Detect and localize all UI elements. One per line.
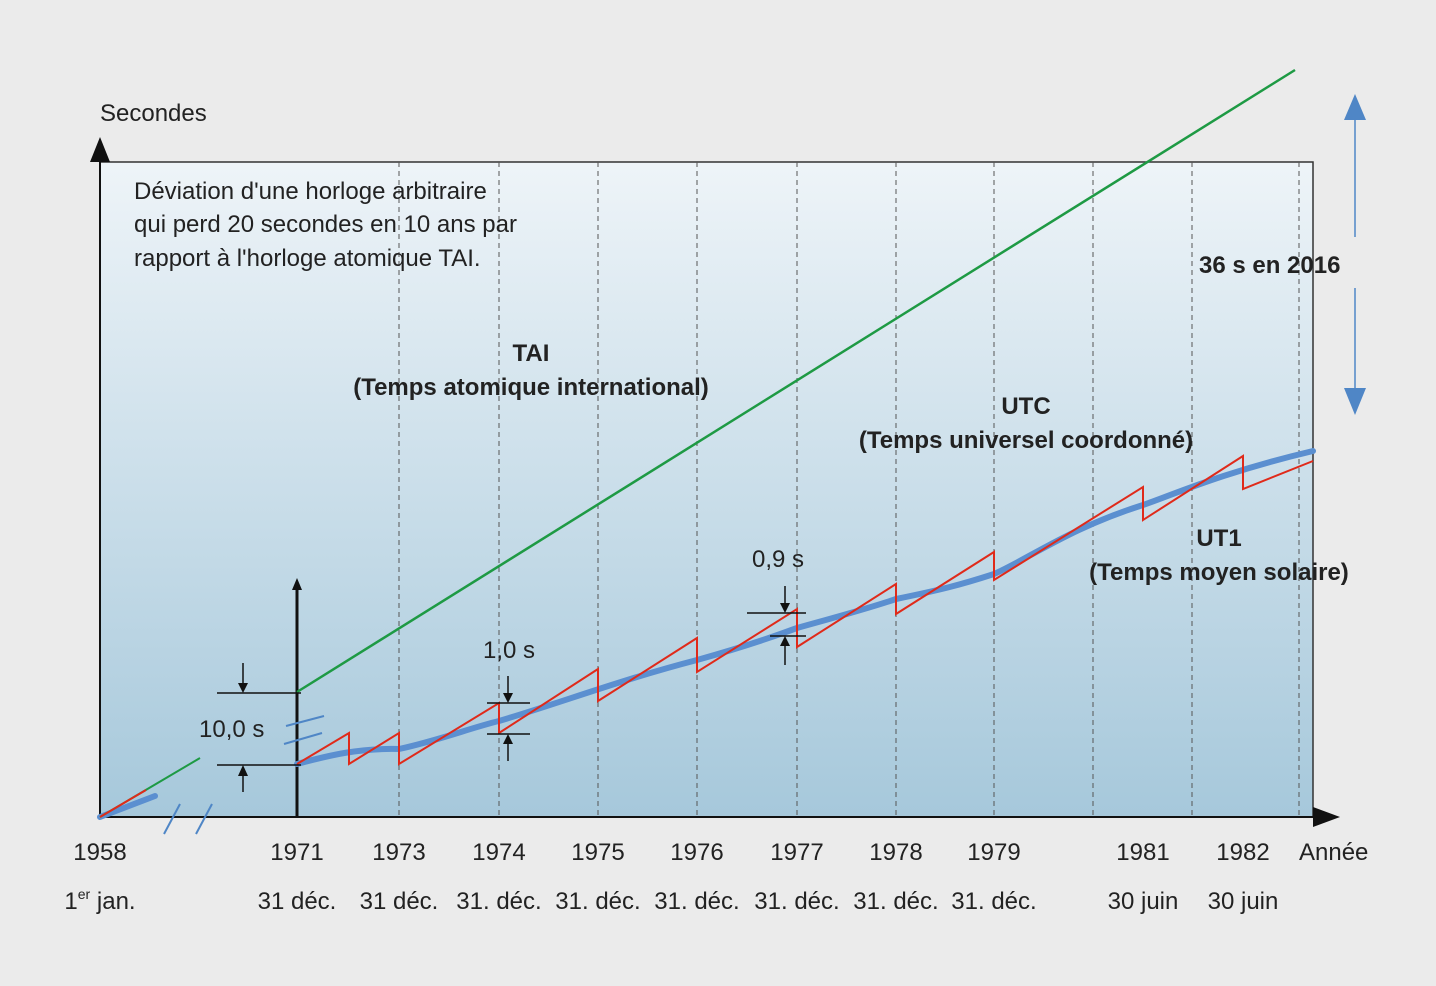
ut1-subtitle: (Temps moyen solaire) [1089,559,1349,586]
offset-label-current: 36 s en 2016 [1199,252,1340,279]
utc-series-line [99,789,147,818]
ut1-series-line [97,793,158,820]
annotation-drift-line-3: rapport à l'horloge atomique TAI. [134,245,481,272]
offset-label-step: 1,0 s [483,637,535,664]
x-tick-label-date: 31 déc. [360,888,439,915]
axis-break-mark [195,803,213,835]
x-tick-label-year: 1973 [372,839,425,866]
arrow-up-icon [503,734,513,744]
x-tick-label-year: 1976 [670,839,723,866]
arrow-up-icon [780,636,790,646]
offset-marker-10s [217,663,301,792]
x-tick-label-year: 1978 [869,839,922,866]
x-tick-label-year: 1982 [1216,839,1269,866]
utc-label: UTC [1001,393,1050,420]
x-tick-label-year: 1975 [571,839,624,866]
utc-subtitle: (Temps universel coordonné) [859,427,1193,454]
x-tick-label-date: 31. déc. [853,888,938,915]
x-tick-label-date: 31. déc. [654,888,739,915]
axis-break-marks [163,715,325,835]
axis-1971-arrow-icon [292,578,302,590]
x-tick-label-date: 31. déc. [951,888,1036,915]
arrow-up-icon [1344,94,1366,120]
plot-area [99,161,1314,818]
tai-subtitle: (Temps atomique international) [353,374,709,401]
utc-series-line [296,454,1314,766]
offset-marker-1s [487,676,530,761]
arrow-down-icon [1344,388,1366,415]
x-tick-labels: 1958 1er jan. 1971 31 déc. 1973 31 déc. 1974 31… [64,839,1278,915]
x-tick-label-year: 1974 [472,839,525,866]
x-tick-label-date: 30 juin [1108,888,1179,915]
x-tick-label-date: 30 juin [1208,888,1279,915]
x-axis-arrow-icon [1313,807,1340,827]
axis-break-mark [283,732,323,745]
x-tick-label-year: 1971 [270,839,323,866]
x-axis-label: Année [1299,839,1368,866]
axis-break-mark [285,715,325,727]
annotation-drift-line-2: qui perd 20 secondes en 10 ans par [134,211,517,238]
tai-series-line [296,68,1296,694]
x-tick-label-date: 31 déc. [258,888,337,915]
ut1-label: UT1 [1196,525,1241,552]
arrow-up-icon [238,765,248,776]
x-tick-label-year: 1958 [73,839,126,866]
x-tick-label-date: 31. déc. [456,888,541,915]
y-axis-arrow-icon [90,137,110,162]
annotation-drift-line-1: Déviation d'une horloge arbitraire [134,178,487,205]
y-axis-label: Secondes [100,100,207,127]
x-tick-label-date: 1er jan. [64,886,135,915]
arrow-down-icon [503,693,513,703]
x-tick-label-date: 31. déc. [555,888,640,915]
axis-break-mark [163,803,181,835]
tai-label: TAI [513,340,550,367]
arrow-down-icon [238,683,248,693]
offset-label-small: 0,9 s [752,546,804,573]
x-tick-label-date: 31. déc. [754,888,839,915]
x-tick-label-year: 1977 [770,839,823,866]
x-tick-label-year: 1979 [967,839,1020,866]
offset-label-initial: 10,0 s [199,716,264,743]
arrow-down-icon [780,603,790,613]
x-tick-label-year: 1981 [1116,839,1169,866]
